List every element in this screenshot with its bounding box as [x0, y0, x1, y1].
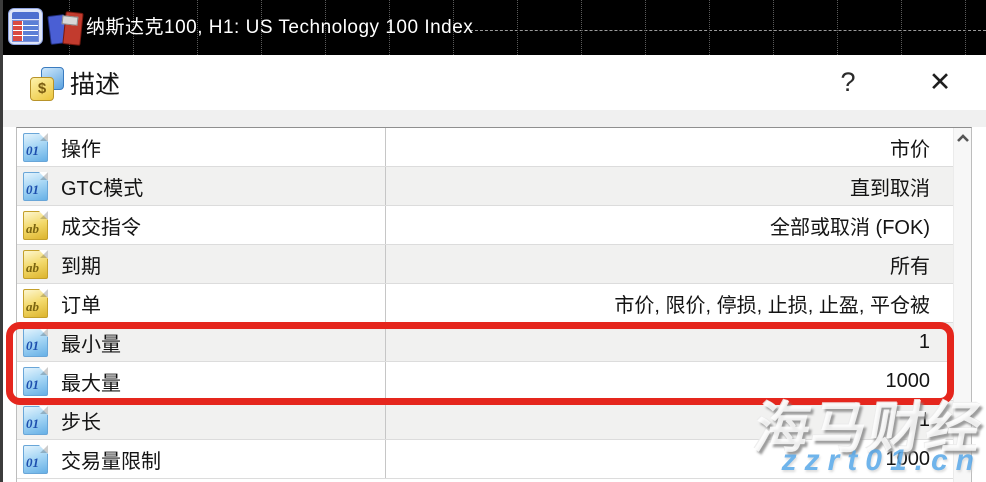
row-value: 市价, 限价, 停损, 止损, 止盈, 平仓被 — [614, 294, 930, 317]
numeric-field-icon: 01 — [23, 444, 48, 474]
specification-icon: $ — [30, 67, 64, 101]
spec-table: 01 操作 市价 01 GTC模式 直到取消 ab 成交指令 全部或取消 (FOK) ab 到期 所有… — [16, 127, 972, 482]
chart-title: 纳斯达克100, H1: US Technology 100 Index — [86, 17, 474, 38]
table-row[interactable]: 01 GTC模式 直到取消 — [17, 167, 954, 206]
scroll-up-icon[interactable] — [954, 128, 971, 148]
row-label-cell: 01 操作 — [17, 128, 386, 166]
numeric-field-icon: 01 — [23, 132, 48, 162]
row-label-cell: ab 成交指令 — [17, 206, 386, 244]
row-value: 所有 — [890, 255, 930, 278]
chart-grid-hline — [470, 30, 986, 31]
table-row[interactable]: ab 成交指令 全部或取消 (FOK) — [17, 206, 954, 245]
numeric-field-icon: 01 — [23, 171, 48, 201]
row-label: GTC模式 — [61, 177, 144, 200]
dialog-title-bar: $ 描述 ? ✕ — [0, 55, 986, 110]
table-row[interactable]: 01 步长 1 — [17, 401, 954, 440]
row-value: 1 — [918, 408, 930, 431]
text-field-icon: ab — [23, 249, 48, 279]
dialog-title: 描述 — [70, 71, 121, 99]
books-icon[interactable] — [47, 8, 84, 46]
dialog-separator-strip — [3, 110, 986, 127]
row-label-cell: 01 交易量限制 — [17, 440, 386, 478]
row-label-cell: ab 订单 — [17, 284, 386, 322]
table-row[interactable]: 01 交易量限制 1000 — [17, 440, 954, 479]
table-row[interactable]: 01 最大量 1000 — [17, 362, 954, 401]
row-label: 步长 — [61, 411, 101, 434]
row-value: 1 — [918, 330, 930, 353]
row-label-cell: 01 最小量 — [17, 323, 386, 361]
row-value: 1000 — [885, 447, 931, 470]
text-field-icon: ab — [23, 288, 48, 318]
row-label: 订单 — [61, 294, 101, 317]
table-row[interactable]: ab 到期 所有 — [17, 245, 954, 284]
row-label: 最小量 — [61, 333, 121, 356]
row-label: 交易量限制 — [61, 450, 161, 473]
window-left-border — [0, 0, 3, 482]
row-label: 成交指令 — [61, 216, 141, 239]
row-label-cell: ab 到期 — [17, 245, 386, 283]
close-button[interactable]: ✕ — [928, 67, 952, 97]
row-label: 到期 — [61, 255, 101, 278]
row-label: 操作 — [61, 138, 101, 161]
row-value: 直到取消 — [850, 177, 930, 200]
row-label: 最大量 — [61, 372, 121, 395]
table-row[interactable]: 01 操作 市价 — [17, 128, 954, 167]
row-label-cell: 01 步长 — [17, 401, 386, 439]
text-field-icon: ab — [23, 210, 48, 240]
chart-background: 纳斯达克100, H1: US Technology 100 Index — [0, 0, 986, 55]
help-button[interactable]: ? — [840, 67, 856, 97]
row-label-cell: 01 最大量 — [17, 362, 386, 400]
row-value: 市价 — [890, 138, 930, 161]
numeric-field-icon: 01 — [23, 366, 48, 396]
row-value: 1000 — [885, 369, 931, 392]
row-label-cell: 01 GTC模式 — [17, 167, 386, 205]
numeric-field-icon: 01 — [23, 405, 48, 435]
market-watch-icon[interactable] — [8, 8, 43, 45]
description-dialog: $ 描述 ? ✕ 01 操作 市价 01 GTC模式 直到取消 ab 成交指令 全部或取消 (F… — [0, 55, 986, 482]
spec-table-rows: 01 操作 市价 01 GTC模式 直到取消 ab 成交指令 全部或取消 (FOK) ab 到期 所有… — [17, 128, 954, 479]
numeric-field-icon: 01 — [23, 327, 48, 357]
table-row[interactable]: 01 最小量 1 — [17, 323, 954, 362]
table-row[interactable]: ab 订单 市价, 限价, 停损, 止损, 止盈, 平仓被 — [17, 284, 954, 323]
vertical-scrollbar[interactable] — [953, 128, 971, 482]
row-value: 全部或取消 (FOK) — [770, 216, 930, 239]
